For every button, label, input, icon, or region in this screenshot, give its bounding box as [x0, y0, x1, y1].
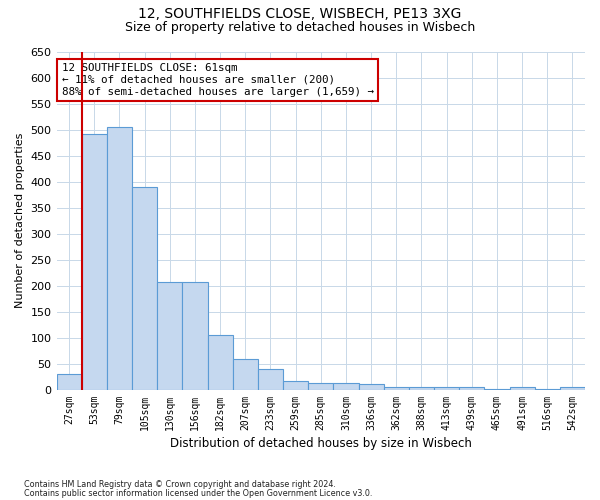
Bar [409, 388, 434, 390]
Text: Size of property relative to detached houses in Wisbech: Size of property relative to detached ho… [125, 21, 475, 34]
Text: Contains HM Land Registry data © Crown copyright and database right 2024.: Contains HM Land Registry data © Crown c… [24, 480, 336, 489]
Y-axis label: Number of detached properties: Number of detached properties [15, 133, 25, 308]
Bar [82, 134, 107, 390]
Bar [434, 388, 459, 390]
Bar [107, 127, 132, 390]
Bar [459, 388, 484, 390]
Bar [283, 380, 308, 390]
Text: 12 SOUTHFIELDS CLOSE: 61sqm
← 11% of detached houses are smaller (200)
88% of se: 12 SOUTHFIELDS CLOSE: 61sqm ← 11% of det… [62, 64, 374, 96]
X-axis label: Distribution of detached houses by size in Wisbech: Distribution of detached houses by size … [170, 437, 472, 450]
Bar [233, 359, 258, 390]
Bar [334, 383, 359, 390]
Bar [157, 282, 182, 390]
Bar [359, 384, 383, 390]
Bar [258, 369, 283, 390]
Bar [560, 388, 585, 390]
Bar [208, 336, 233, 390]
Bar [509, 388, 535, 390]
Text: 12, SOUTHFIELDS CLOSE, WISBECH, PE13 3XG: 12, SOUTHFIELDS CLOSE, WISBECH, PE13 3XG [139, 8, 461, 22]
Bar [308, 383, 334, 390]
Text: Contains public sector information licensed under the Open Government Licence v3: Contains public sector information licen… [24, 489, 373, 498]
Bar [383, 387, 409, 390]
Bar [182, 282, 208, 390]
Bar [132, 187, 157, 390]
Bar [56, 374, 82, 390]
